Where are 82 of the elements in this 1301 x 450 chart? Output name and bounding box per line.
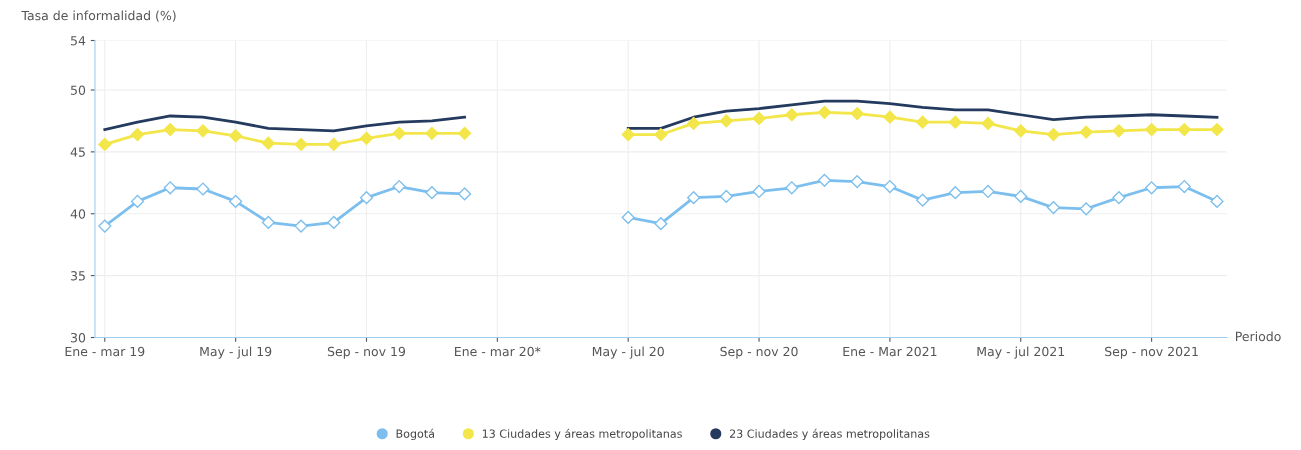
- point: [261, 215, 275, 230]
- point: [883, 110, 897, 124]
- x-tick-label: Sep - nov 19: [327, 346, 406, 359]
- point: [1046, 127, 1061, 142]
- point: [687, 191, 701, 205]
- point: [98, 219, 112, 233]
- legend-label: Bogotá: [396, 428, 434, 440]
- x-axis-title: Periodo: [1235, 331, 1281, 342]
- point: [1210, 123, 1224, 137]
- point: [130, 127, 145, 142]
- x-tick-label: Ene - mar 19: [65, 346, 145, 357]
- point: [229, 194, 243, 208]
- legend-label: 13 Ciudades y áreas metropolitanas: [482, 428, 682, 440]
- y-tick-label: 50: [71, 85, 86, 95]
- point: [163, 181, 177, 195]
- x-tick-label: May - jul 20: [592, 346, 664, 359]
- point: [817, 173, 832, 187]
- point: [1145, 123, 1159, 137]
- point: [98, 137, 112, 152]
- point: [916, 115, 930, 129]
- point: [359, 131, 374, 145]
- point: [948, 115, 962, 129]
- point: [196, 124, 210, 138]
- x-tick-label: Ene - Mar 2021: [843, 346, 937, 357]
- y-axis-title: Tasa de informalidad (%): [21, 10, 176, 22]
- point: [752, 184, 766, 199]
- point: [752, 111, 766, 126]
- point: [1112, 124, 1126, 138]
- point: [327, 137, 341, 152]
- point: [1014, 124, 1028, 138]
- point: [817, 105, 832, 119]
- point: [1014, 189, 1028, 204]
- point: [883, 179, 897, 194]
- point: [1112, 191, 1126, 205]
- x-tick-label: Ene - mar 20*: [455, 346, 541, 357]
- point: [294, 219, 308, 233]
- x-tick-label: May - jul 19: [200, 346, 272, 359]
- point: [1046, 200, 1061, 215]
- point: [1210, 194, 1224, 208]
- point: [981, 116, 995, 131]
- point: [850, 174, 864, 189]
- point: [392, 179, 406, 194]
- x-tick-label: Sep - nov 20: [720, 346, 798, 359]
- point: [1079, 202, 1093, 216]
- point: [621, 127, 635, 142]
- point: [654, 127, 668, 142]
- x-tick-label: May - jul 2021: [977, 346, 1065, 359]
- point: [850, 106, 864, 121]
- point: [458, 187, 472, 201]
- point: [785, 108, 799, 122]
- point: [425, 186, 439, 200]
- y-tick-label: 40: [70, 209, 86, 219]
- point: [229, 129, 243, 143]
- point: [621, 210, 635, 225]
- y-tick-label: 54: [71, 36, 86, 46]
- point: [130, 194, 145, 208]
- point: [196, 182, 210, 196]
- point: [948, 186, 962, 200]
- point: [163, 123, 177, 137]
- point: [1177, 179, 1191, 194]
- point: [294, 137, 308, 152]
- point: [719, 189, 733, 204]
- point: [654, 217, 668, 231]
- point: [392, 126, 406, 140]
- point: [687, 116, 701, 131]
- legend-label: 23 Ciudades y áreas metropolitanas: [729, 428, 930, 440]
- y-tick-label: 45: [70, 147, 85, 157]
- point: [458, 126, 472, 140]
- point: [981, 184, 995, 199]
- point: [1145, 181, 1159, 195]
- x-tick-label: Sep - nov 2021: [1105, 346, 1198, 359]
- point: [261, 136, 275, 150]
- point: [425, 126, 439, 140]
- y-tick-label: 35: [70, 271, 85, 281]
- point: [719, 114, 733, 128]
- point: [1079, 125, 1093, 139]
- point: [327, 215, 341, 230]
- point: [359, 191, 374, 205]
- point: [1177, 123, 1191, 137]
- point: [785, 181, 799, 195]
- point: [916, 193, 930, 207]
- y-tick-label: 30: [70, 332, 86, 343]
